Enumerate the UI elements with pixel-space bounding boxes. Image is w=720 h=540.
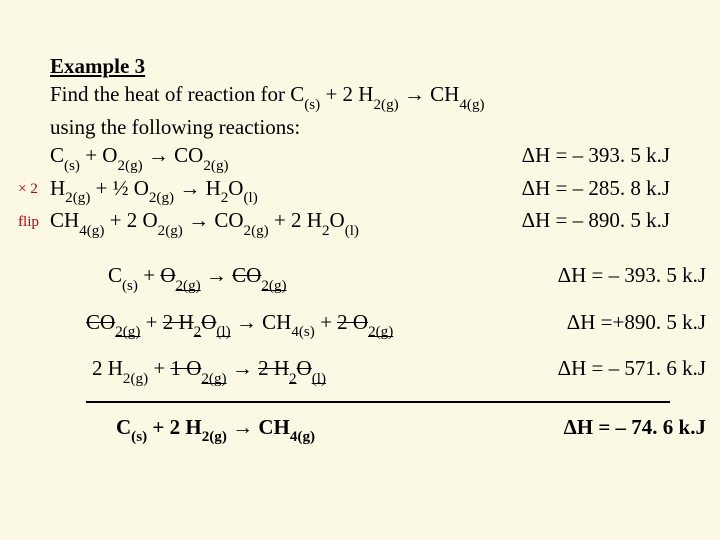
r3-a-sub: 4(g) xyxy=(79,223,104,239)
s2-f: 2 O xyxy=(337,310,368,334)
s2-f-sub: 2(g) xyxy=(368,324,393,340)
s3-d3s: (l) xyxy=(312,371,326,387)
reaction-2: × 2 H2(g) + ½ O2(g) → H2O(l) ΔH = – 285.… xyxy=(50,174,670,207)
prompt-line-1: Find the heat of reaction for C(s) + 2 H… xyxy=(50,80,670,113)
s2-c: 2 H xyxy=(163,310,194,334)
r1-b: + O xyxy=(80,143,118,167)
s1-dh: ΔH = – 393. 5 k.J xyxy=(558,261,706,289)
s2-d-sub: 4(s) xyxy=(291,324,315,340)
s1-d: CO xyxy=(232,263,261,287)
r1-dh: ΔH = – 393. 5 k.J xyxy=(522,141,670,169)
s2-plus2: + xyxy=(315,310,337,334)
prompt-text-c: → CH xyxy=(399,82,460,106)
fin-c-sub: 4(g) xyxy=(290,429,315,445)
r2-a-sub: 2(g) xyxy=(65,190,90,206)
prompt-sub-b: 2(g) xyxy=(373,97,398,113)
reaction-3: flip CH4(g) + 2 O2(g) → CO2(g) + 2 H2O(l… xyxy=(50,206,670,239)
r3-rb: + 2 H xyxy=(269,208,322,232)
slide-content: Example 3 Find the heat of reaction for … xyxy=(0,0,720,445)
s3-a: 2 H xyxy=(92,356,123,380)
s2-c-strike: 2 H2O(l) xyxy=(163,310,231,334)
s2-arr: → CH xyxy=(231,310,292,334)
reaction-1: C(s) + O2(g) → CO2(g) ΔH = – 393. 5 k.J xyxy=(50,141,670,174)
s1-c-strike: O2(g) xyxy=(160,263,200,287)
s1-arr: → xyxy=(201,263,233,287)
s2-f-strike: 2 O2(g) xyxy=(337,310,393,334)
r3-b-sub: 2(g) xyxy=(158,223,183,239)
r2-r-sub: 2 xyxy=(221,190,229,206)
fin-b-sub: 2(g) xyxy=(202,429,227,445)
s3-plus: + xyxy=(148,356,170,380)
r1-a-sub: (s) xyxy=(64,158,80,174)
s1-c: O xyxy=(160,263,175,287)
s2-c3s: (l) xyxy=(216,324,230,340)
r3-rb-sub: 2 xyxy=(322,223,330,239)
s3-c: 1 O xyxy=(170,356,201,380)
s2-c2: O xyxy=(201,310,216,334)
r2-dh: ΔH = – 285. 8 k.J xyxy=(522,174,670,202)
r3-rc: O xyxy=(330,208,345,232)
s3-d2: O xyxy=(297,356,312,380)
title-text: Example 3 xyxy=(50,54,145,78)
s2-a: CO xyxy=(86,310,115,334)
s2-a-sub: 2(g) xyxy=(115,324,140,340)
fin-b: + 2 H xyxy=(147,415,202,439)
s3-dh: ΔH = – 571. 6 k.J xyxy=(558,354,706,382)
r3-b: + 2 O xyxy=(104,208,157,232)
r2-rb-sub: (l) xyxy=(243,190,257,206)
fin-a-sub: (s) xyxy=(131,429,147,445)
fin-a: C xyxy=(116,415,131,439)
r2-b: + ½ O xyxy=(90,176,149,200)
s3-d2s: 2 xyxy=(289,371,297,387)
s2-plus: + xyxy=(140,310,162,334)
s2-a-strike: CO2(g) xyxy=(86,310,140,334)
s3-c-sub: 2(g) xyxy=(201,371,226,387)
step-1: C(s) + O2(g) → CO2(g) ΔH = – 393. 5 k.J xyxy=(86,261,670,294)
s1-d-strike: CO2(g) xyxy=(232,263,286,287)
r3-ra-sub: 2(g) xyxy=(244,223,269,239)
prompt2-text: using the following reactions: xyxy=(50,115,300,139)
prompt-sub-a: (s) xyxy=(304,97,320,113)
prompt-line-2: using the following reactions: xyxy=(50,113,670,141)
r3-rc-sub: (l) xyxy=(345,223,359,239)
s1-a: C xyxy=(108,263,122,287)
s3-a-sub: 2(g) xyxy=(123,371,148,387)
s3-arr: → xyxy=(227,356,259,380)
prompt-sub-c: 4(g) xyxy=(459,97,484,113)
r2-annotation: × 2 xyxy=(18,179,38,199)
r2-a: H xyxy=(50,176,65,200)
r2-arr: → H xyxy=(174,176,221,200)
s3-d: 2 H xyxy=(258,356,289,380)
example-title: Example 3 xyxy=(50,52,670,80)
r3-annotation: flip xyxy=(18,212,39,232)
r3-dh: ΔH = – 890. 5 k.J xyxy=(522,206,670,234)
s1-plus: + xyxy=(138,263,160,287)
r1-arr: → CO xyxy=(143,143,204,167)
step-3: 2 H2(g) + 1 O2(g) → 2 H2O(l) ΔH = – 571.… xyxy=(86,354,670,387)
s2-c2s: 2 xyxy=(194,324,202,340)
prompt-text-a: Find the heat of reaction for C xyxy=(50,82,304,106)
r2-b-sub: 2(g) xyxy=(149,190,174,206)
r3-arr: → CO xyxy=(183,208,244,232)
final-reaction: C(s) + 2 H2(g) → CH4(g) ΔH = – 74. 6 k.J xyxy=(86,413,670,446)
step-2: CO2(g) + 2 H2O(l) → CH4(s) + 2 O2(g) ΔH … xyxy=(86,308,670,341)
fin-dh: ΔH = – 74. 6 k.J xyxy=(564,413,706,441)
s1-a-sub: (s) xyxy=(122,278,138,294)
r3-a: CH xyxy=(50,208,79,232)
prompt-text-b: + 2 H xyxy=(320,82,373,106)
r2-rb: O xyxy=(228,176,243,200)
worked-block: C(s) + O2(g) → CO2(g) ΔH = – 393. 5 k.J … xyxy=(86,261,670,445)
r1-a: C xyxy=(50,143,64,167)
s3-d-strike: 2 H2O(l) xyxy=(258,356,326,380)
s1-d-sub: 2(g) xyxy=(261,278,286,294)
r1-b-sub: 2(g) xyxy=(117,158,142,174)
fin-arr: → CH xyxy=(227,415,290,439)
s1-c-sub: 2(g) xyxy=(175,278,200,294)
s3-c-strike: 1 O2(g) xyxy=(170,356,226,380)
sum-divider xyxy=(86,401,670,403)
r1-rhs-sub: 2(g) xyxy=(203,158,228,174)
s2-dh: ΔH =+890. 5 k.J xyxy=(567,308,706,336)
